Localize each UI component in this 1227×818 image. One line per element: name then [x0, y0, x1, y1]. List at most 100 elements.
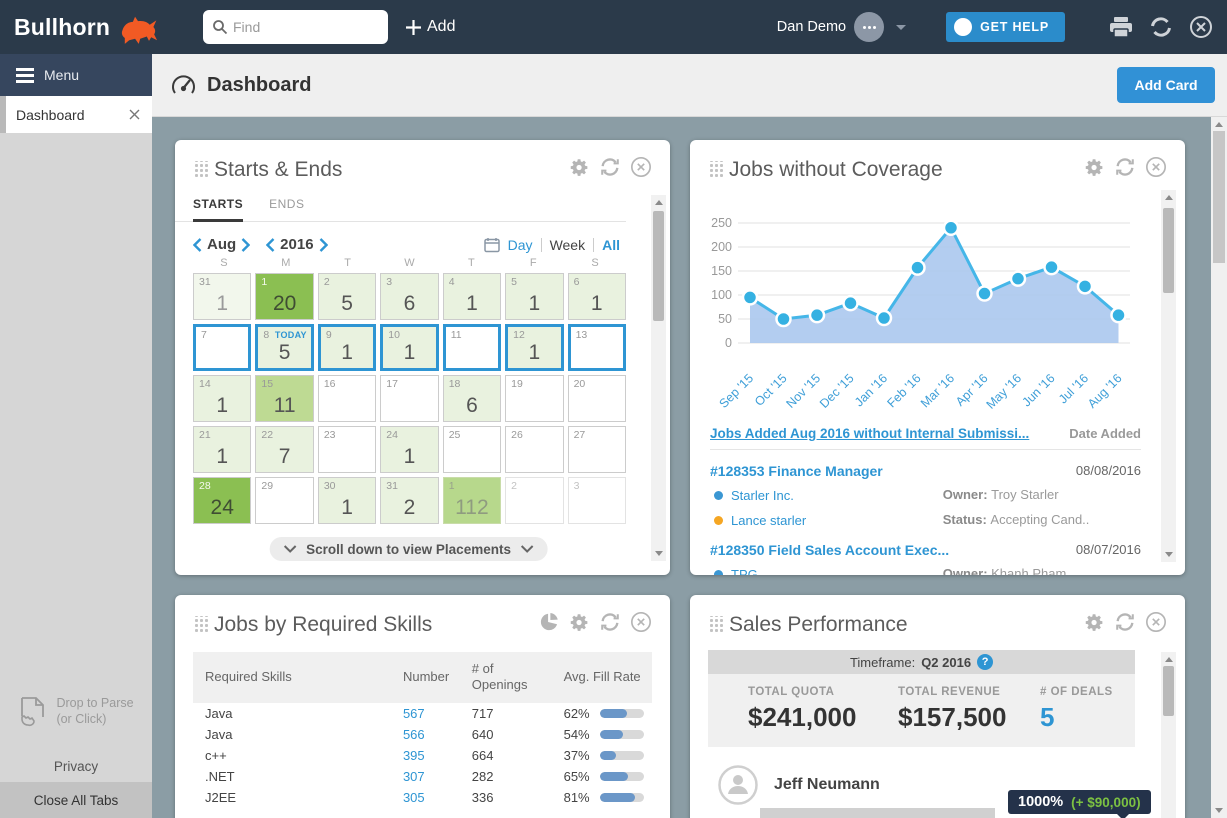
prev-year-icon[interactable]: [266, 238, 275, 252]
calendar-day-cell[interactable]: 211: [193, 426, 251, 473]
calendar-day-cell[interactable]: 227: [255, 426, 313, 473]
refresh-icon[interactable]: [1149, 15, 1173, 39]
job-count-link[interactable]: 395: [403, 748, 425, 763]
gear-icon[interactable]: [569, 157, 590, 183]
calendar-day-cell[interactable]: 36: [380, 273, 438, 320]
gear-icon[interactable]: [1084, 612, 1105, 638]
card-scrollbar[interactable]: [1161, 190, 1176, 562]
pie-chart-icon[interactable]: [538, 611, 560, 638]
job-count-link[interactable]: 307: [403, 769, 425, 784]
user-menu[interactable]: Dan Demo: [777, 12, 906, 42]
calendar-day-cell[interactable]: 2824: [193, 477, 251, 524]
next-year-icon[interactable]: [319, 238, 328, 252]
entity-link[interactable]: TPG: [731, 567, 758, 576]
calendar-day-cell[interactable]: 26: [505, 426, 563, 473]
drag-handle-icon[interactable]: [708, 161, 723, 179]
calendar-day-cell[interactable]: 25: [318, 273, 376, 320]
refresh-icon[interactable]: [1114, 156, 1136, 183]
tab-dashboard[interactable]: Dashboard: [6, 96, 152, 133]
job-link[interactable]: #128353 Finance Manager: [710, 463, 883, 479]
card-scrollbar[interactable]: [651, 195, 666, 561]
calendar-day-cell[interactable]: 8TODAY5: [255, 324, 313, 371]
data-point[interactable]: [1078, 279, 1092, 293]
calendar-day-cell[interactable]: 16: [318, 375, 376, 422]
drag-handle-icon[interactable]: [193, 161, 208, 179]
tab-close-icon[interactable]: [129, 109, 140, 120]
calendar-day-cell[interactable]: 51: [505, 273, 563, 320]
calendar-day-cell[interactable]: 186: [443, 375, 501, 422]
data-point[interactable]: [1011, 272, 1025, 286]
refresh-icon[interactable]: [599, 611, 621, 638]
calendar-day-cell[interactable]: 91: [318, 324, 376, 371]
data-point[interactable]: [844, 296, 858, 310]
next-month-icon[interactable]: [241, 238, 250, 252]
quick-add-button[interactable]: Add: [406, 18, 455, 36]
calendar-day-cell[interactable]: 61: [568, 273, 626, 320]
calendar-day-cell[interactable]: 312: [380, 477, 438, 524]
find-input[interactable]: [233, 19, 373, 35]
calendar-day-cell[interactable]: 301: [318, 477, 376, 524]
find-search-box[interactable]: [203, 10, 388, 44]
close-card-icon[interactable]: [1145, 156, 1167, 183]
bullhorn-logo[interactable]: Bullhorn: [0, 10, 188, 44]
calendar-day-cell[interactable]: 13: [568, 324, 626, 371]
calendar-day-cell[interactable]: 120: [255, 273, 313, 320]
calendar-day-cell[interactable]: 23: [318, 426, 376, 473]
calendar-day-cell[interactable]: 19: [505, 375, 563, 422]
chat-bubble-icon[interactable]: [854, 12, 884, 42]
close-card-icon[interactable]: [1145, 611, 1167, 638]
menu-button[interactable]: Menu: [0, 54, 152, 96]
data-point[interactable]: [743, 290, 757, 304]
calendar-day-cell[interactable]: 2: [505, 477, 563, 524]
data-point[interactable]: [911, 261, 925, 275]
prev-month-icon[interactable]: [193, 238, 202, 252]
data-point[interactable]: [877, 311, 891, 325]
close-all-tabs-button[interactable]: Close All Tabs: [0, 782, 152, 818]
calendar-day-cell[interactable]: 25: [443, 426, 501, 473]
gear-icon[interactable]: [1084, 157, 1105, 183]
data-point[interactable]: [777, 312, 791, 326]
calendar-day-cell[interactable]: 7: [193, 324, 251, 371]
calendar-day-cell[interactable]: 3: [568, 477, 626, 524]
data-point[interactable]: [978, 287, 992, 301]
drop-to-parse[interactable]: Drop to Parse (or Click): [0, 694, 152, 728]
calendar-day-cell[interactable]: 311: [193, 273, 251, 320]
job-count-link[interactable]: 566: [403, 727, 425, 742]
jobs-added-link[interactable]: Jobs Added Aug 2016 without Internal Sub…: [710, 426, 1029, 441]
tab-starts[interactable]: STARTS: [193, 197, 243, 222]
refresh-icon[interactable]: [599, 156, 621, 183]
data-point[interactable]: [1112, 308, 1126, 322]
calendar-day-cell[interactable]: 27: [568, 426, 626, 473]
entity-link[interactable]: Starler Inc.: [731, 488, 794, 503]
close-card-icon[interactable]: [630, 156, 652, 183]
add-card-button[interactable]: Add Card: [1117, 67, 1215, 103]
job-count-link[interactable]: 567: [403, 706, 425, 721]
scroll-hint-pill[interactable]: Scroll down to view Placements: [269, 537, 548, 561]
calendar-day-cell[interactable]: 17: [380, 375, 438, 422]
view-week[interactable]: Week: [550, 237, 586, 253]
close-window-icon[interactable]: [1189, 15, 1213, 39]
entity-link[interactable]: Lance starler: [731, 513, 806, 528]
job-link[interactable]: #128350 Field Sales Account Exec...: [710, 542, 949, 558]
privacy-link[interactable]: Privacy: [0, 759, 152, 774]
data-point[interactable]: [1045, 260, 1059, 274]
close-card-icon[interactable]: [630, 611, 652, 638]
help-icon[interactable]: ?: [977, 654, 993, 670]
calendar-day-cell[interactable]: 11: [443, 324, 501, 371]
gear-icon[interactable]: [569, 612, 590, 638]
calendar-day-cell[interactable]: 101: [380, 324, 438, 371]
print-icon[interactable]: [1109, 16, 1133, 38]
page-scrollbar[interactable]: [1211, 117, 1227, 818]
calendar-day-cell[interactable]: 29: [255, 477, 313, 524]
drag-handle-icon[interactable]: [193, 616, 208, 634]
card-scrollbar[interactable]: [1161, 652, 1176, 818]
job-count-link[interactable]: 305: [403, 790, 425, 805]
view-all[interactable]: All: [602, 237, 620, 253]
calendar-day-cell[interactable]: 20: [568, 375, 626, 422]
view-day[interactable]: Day: [508, 237, 533, 253]
calendar-day-cell[interactable]: 121: [505, 324, 563, 371]
data-point[interactable]: [810, 308, 824, 322]
refresh-icon[interactable]: [1114, 611, 1136, 638]
calendar-day-cell[interactable]: 1511: [255, 375, 313, 422]
calendar-day-cell[interactable]: 41: [443, 273, 501, 320]
